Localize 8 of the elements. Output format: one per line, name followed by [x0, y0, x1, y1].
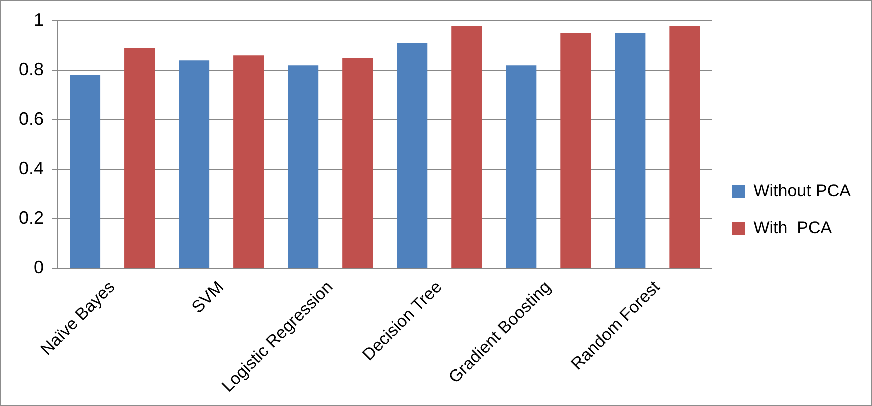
y-tick-label: 0.4 [18, 158, 44, 179]
y-tick-label: 0 [34, 258, 44, 278]
legend-label: With PCA [754, 218, 833, 238]
y-tick-label: 0.8 [18, 60, 44, 80]
y-tick-label: 0.2 [18, 208, 44, 228]
y-tick-label: 1 [34, 10, 44, 30]
legend-label: Without PCA [754, 182, 852, 201]
y-tick-label: 0.6 [18, 109, 44, 130]
